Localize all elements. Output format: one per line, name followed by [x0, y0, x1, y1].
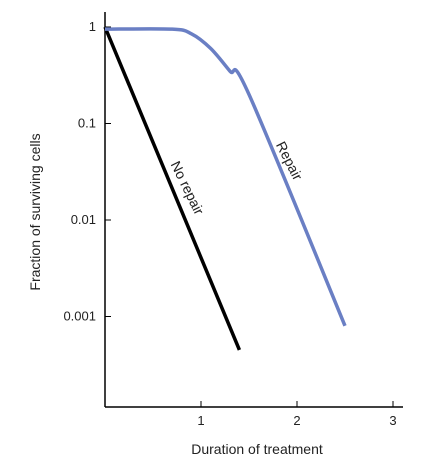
y-tick-label: 0.01 — [71, 212, 96, 227]
x-axis-title: Duration of treatment — [191, 441, 323, 457]
y-tick-label: 0.1 — [78, 116, 96, 131]
y-axis-title: Fraction of surviving cells — [27, 133, 43, 290]
series-layer — [103, 26, 347, 351]
series-line-repair — [104, 27, 347, 327]
y-tick-label: 0.001 — [63, 309, 96, 324]
axes — [104, 12, 403, 408]
x-tick-label: 3 — [389, 413, 396, 428]
ticks: 1 2 3 1 0.1 0.01 0.001 — [63, 19, 396, 428]
series-line-no-repair — [103, 26, 242, 351]
x-tick-label: 1 — [197, 413, 204, 428]
x-tick-label: 2 — [293, 413, 300, 428]
y-tick-label: 1 — [89, 19, 96, 34]
